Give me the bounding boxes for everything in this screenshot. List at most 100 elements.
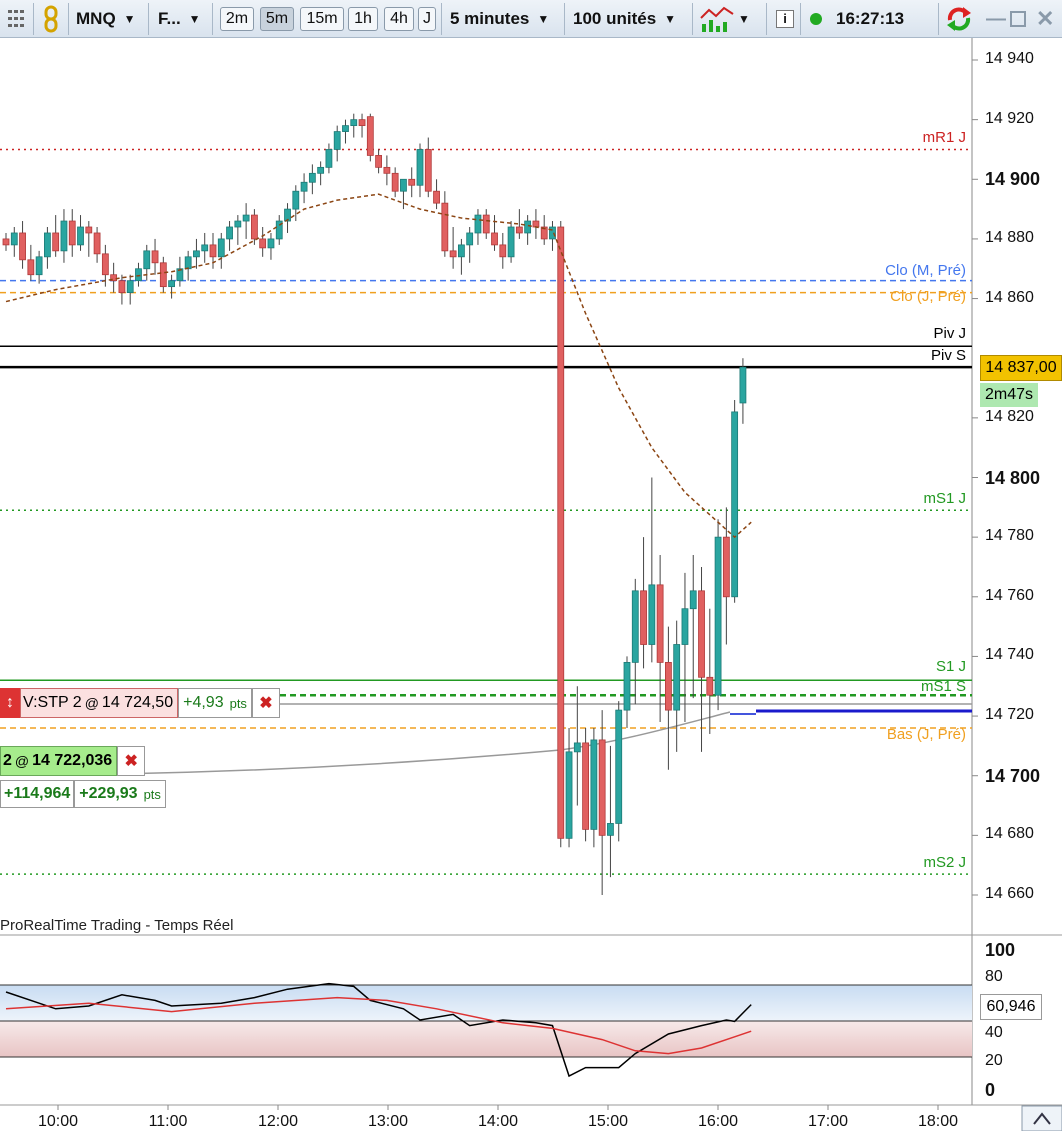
candle-body	[665, 661, 672, 711]
info-button[interactable]: i	[776, 0, 794, 38]
timeframe-5m[interactable]: 5m	[260, 7, 294, 31]
pts-unit: pts	[229, 695, 247, 711]
time-tick-label: 11:00	[149, 1113, 188, 1130]
stop-order-pnl: +4,93	[183, 694, 224, 711]
price-tick-label: 14 920	[985, 109, 1034, 127]
candle-body	[532, 220, 540, 228]
refresh-button[interactable]	[944, 0, 974, 38]
candle-body	[126, 280, 134, 294]
units-label: 100 unités	[573, 9, 657, 28]
stop-order-tag[interactable]: ↕ V:STP 2 @ 14 724,50 +4,93 pts ✖	[0, 688, 280, 718]
period-label: 5 minutes	[450, 9, 530, 28]
price-tick-label: 14 660	[985, 885, 1034, 902]
candle-body	[201, 244, 209, 252]
candle-body	[250, 214, 258, 240]
timeframe-15m[interactable]: 15m	[300, 7, 344, 31]
candle-body	[557, 226, 565, 839]
price-tick-label: 14 940	[985, 50, 1034, 67]
chevron-down-icon: ▼	[123, 12, 136, 26]
oscillator-value-tag: 60,946	[980, 994, 1042, 1020]
candle-body	[242, 214, 250, 222]
candle-body	[408, 178, 416, 186]
candle-body	[499, 244, 507, 258]
link-chain-icon[interactable]	[38, 0, 64, 38]
candle-body	[19, 232, 26, 261]
candle-body	[10, 232, 18, 246]
time-tick-label: 14:00	[478, 1113, 518, 1130]
candle-body	[598, 739, 606, 836]
level-label: Piv J	[933, 325, 966, 343]
chevron-down-icon: ▼	[738, 12, 750, 26]
candle-body	[267, 238, 275, 249]
minimize-icon[interactable]: —	[986, 7, 1006, 30]
symbol-selector[interactable]: MNQ ▼	[76, 0, 136, 38]
level-label: Bas (J, Pré)	[886, 726, 966, 743]
candle-body	[317, 166, 325, 174]
timeframe-4h[interactable]: 4h	[384, 7, 414, 31]
chart-type-button[interactable]: ▼	[700, 0, 750, 38]
candle-body	[292, 190, 300, 210]
price-tick-label: 14 680	[985, 825, 1034, 843]
at-symbol: @	[14, 753, 30, 769]
candle-body	[739, 366, 747, 404]
timeframe-J[interactable]: J	[418, 7, 436, 31]
level-label: mR1 J	[922, 129, 966, 147]
candle-body	[300, 181, 308, 192]
close-position-button[interactable]: ✖	[117, 746, 146, 776]
maximize-icon[interactable]	[1010, 0, 1026, 38]
time-tick-label: 15:00	[588, 1113, 628, 1130]
time-tick-label: 13:00	[368, 1113, 408, 1130]
price-tick-label: 14 780	[985, 527, 1034, 545]
position-pnl-row: +114,964 +229,93 pts	[0, 780, 166, 808]
candle-body	[681, 608, 689, 645]
candle-body	[118, 280, 126, 294]
market-label: F...	[158, 9, 181, 28]
candle-body	[582, 742, 589, 830]
candle-body	[449, 250, 457, 258]
timeframe-2m[interactable]: 2m	[220, 7, 254, 31]
candle-body	[217, 238, 225, 258]
oscillator-tick-label: 20	[985, 1052, 1003, 1069]
candle-body	[366, 116, 374, 156]
price-tick-label: 14 740	[985, 646, 1034, 664]
candle-body	[540, 226, 548, 240]
candle-body	[284, 208, 291, 222]
time-tick-label: 17:00	[808, 1113, 848, 1130]
at-symbol: @	[84, 695, 99, 711]
price-tick-label: 14 720	[985, 706, 1034, 724]
position-pnl-pts: +229,93	[79, 785, 138, 802]
osc-upper-zone	[0, 985, 972, 1021]
position-tag[interactable]: 2 @ 14 722,036 ✖	[0, 746, 146, 776]
osc-lower-zone	[0, 1021, 972, 1057]
countdown: 2m47s	[984, 386, 1034, 403]
position-pnl-currency: +114,964	[4, 785, 71, 802]
market-selector[interactable]: F... ▼	[158, 0, 201, 38]
price-tick-label: 14 700	[985, 765, 1041, 786]
position-qty: 2	[3, 752, 12, 769]
level-label: Clo (J, Pré)	[890, 287, 966, 305]
oscillator-tick-label: 0	[985, 1080, 996, 1100]
candle-body	[35, 256, 43, 276]
drag-handle-icon[interactable]: ↕	[0, 688, 20, 718]
cancel-order-button[interactable]: ✖	[251, 688, 280, 718]
candle-body	[234, 220, 242, 228]
status-dot-icon	[810, 13, 822, 25]
close-icon[interactable]: ✕	[1036, 6, 1055, 31]
units-selector[interactable]: 100 unités ▼	[573, 0, 676, 38]
candle-body	[176, 268, 184, 282]
candle-body	[101, 253, 109, 276]
oscillator-line	[5, 982, 752, 1078]
timeframe-1h[interactable]: 1h	[348, 7, 378, 31]
candle-body	[209, 244, 217, 258]
candle-body	[151, 250, 159, 264]
period-selector[interactable]: 5 minutes ▼	[450, 0, 549, 38]
price-tick-label: 14 880	[985, 228, 1034, 246]
candle-body	[565, 751, 573, 839]
grid-menu-icon[interactable]	[2, 0, 30, 38]
candle-body	[457, 244, 465, 258]
candle-body	[507, 226, 515, 258]
chevron-down-icon: ▼	[664, 12, 677, 26]
candle-body	[623, 661, 631, 711]
scroll-right-icon[interactable]	[1021, 1105, 1062, 1131]
price-chart[interactable]: 10:00 11:00 12:00 13:00 14:00 15:00 16:00 17:00…	[0, 38, 1062, 1131]
